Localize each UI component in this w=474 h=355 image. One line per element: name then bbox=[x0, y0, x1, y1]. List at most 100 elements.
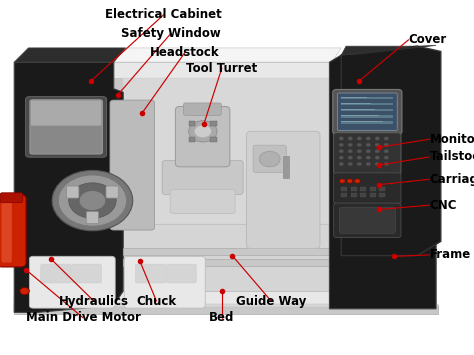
FancyBboxPatch shape bbox=[110, 100, 155, 230]
Polygon shape bbox=[341, 46, 441, 256]
FancyBboxPatch shape bbox=[1, 199, 12, 263]
Bar bbox=[341, 115, 379, 116]
Text: Frame: Frame bbox=[429, 248, 471, 261]
Circle shape bbox=[339, 179, 345, 183]
Bar bbox=[379, 187, 385, 191]
FancyBboxPatch shape bbox=[0, 193, 23, 203]
Text: Tailstock: Tailstock bbox=[429, 151, 474, 163]
Polygon shape bbox=[14, 62, 436, 312]
Text: Electrical Cabinet: Electrical Cabinet bbox=[105, 9, 222, 21]
Circle shape bbox=[375, 156, 380, 159]
FancyBboxPatch shape bbox=[334, 203, 401, 237]
FancyBboxPatch shape bbox=[106, 186, 118, 198]
Bar bbox=[370, 193, 376, 197]
Circle shape bbox=[375, 149, 380, 153]
FancyBboxPatch shape bbox=[339, 207, 395, 233]
Circle shape bbox=[339, 156, 344, 159]
Bar bbox=[379, 193, 385, 197]
Polygon shape bbox=[14, 48, 126, 62]
Text: Main Drive Motor: Main Drive Motor bbox=[26, 311, 140, 324]
Text: CNC: CNC bbox=[429, 199, 457, 212]
Bar bbox=[341, 121, 393, 124]
FancyBboxPatch shape bbox=[31, 100, 101, 126]
Bar bbox=[14, 304, 438, 307]
Circle shape bbox=[58, 175, 127, 226]
Circle shape bbox=[348, 162, 353, 166]
Bar bbox=[210, 121, 217, 126]
Bar bbox=[283, 156, 289, 178]
Bar bbox=[341, 103, 371, 104]
Circle shape bbox=[375, 137, 380, 140]
FancyBboxPatch shape bbox=[66, 186, 79, 198]
Bar bbox=[189, 121, 195, 126]
FancyBboxPatch shape bbox=[333, 89, 402, 134]
Circle shape bbox=[384, 143, 389, 147]
Circle shape bbox=[384, 162, 389, 166]
Bar bbox=[210, 137, 217, 142]
Bar bbox=[351, 193, 357, 197]
Circle shape bbox=[69, 183, 116, 218]
FancyBboxPatch shape bbox=[86, 212, 99, 224]
FancyBboxPatch shape bbox=[183, 103, 221, 115]
Circle shape bbox=[259, 151, 280, 167]
Text: Hydraulics: Hydraulics bbox=[59, 295, 129, 307]
Circle shape bbox=[366, 162, 371, 166]
Bar bbox=[123, 248, 332, 255]
Circle shape bbox=[348, 143, 353, 147]
Bar bbox=[123, 78, 332, 224]
Circle shape bbox=[366, 143, 371, 147]
Bar bbox=[123, 259, 332, 266]
Circle shape bbox=[366, 137, 371, 140]
Text: Guide Way: Guide Way bbox=[236, 295, 306, 307]
Polygon shape bbox=[341, 46, 417, 55]
Circle shape bbox=[79, 191, 106, 211]
FancyBboxPatch shape bbox=[246, 131, 320, 248]
Circle shape bbox=[339, 162, 344, 166]
Bar bbox=[370, 187, 376, 191]
Circle shape bbox=[189, 121, 217, 142]
Polygon shape bbox=[33, 78, 322, 291]
Circle shape bbox=[339, 143, 344, 147]
Text: Bed: Bed bbox=[209, 311, 235, 324]
Text: Headstock: Headstock bbox=[150, 46, 219, 59]
FancyBboxPatch shape bbox=[29, 256, 115, 308]
FancyBboxPatch shape bbox=[72, 264, 101, 283]
FancyBboxPatch shape bbox=[124, 256, 205, 308]
FancyBboxPatch shape bbox=[41, 264, 71, 283]
Circle shape bbox=[357, 137, 362, 140]
Circle shape bbox=[375, 143, 380, 147]
Circle shape bbox=[52, 170, 133, 231]
Text: Cover: Cover bbox=[409, 33, 447, 46]
Bar bbox=[189, 137, 195, 142]
Bar bbox=[360, 193, 366, 197]
FancyBboxPatch shape bbox=[166, 264, 196, 283]
Circle shape bbox=[357, 149, 362, 153]
Text: Carriage: Carriage bbox=[429, 173, 474, 186]
Polygon shape bbox=[341, 45, 436, 55]
Bar bbox=[123, 224, 332, 291]
Polygon shape bbox=[14, 62, 123, 312]
Circle shape bbox=[348, 137, 353, 140]
Bar bbox=[341, 115, 393, 118]
FancyBboxPatch shape bbox=[334, 173, 401, 204]
Bar bbox=[341, 121, 383, 122]
Bar bbox=[341, 109, 375, 110]
FancyBboxPatch shape bbox=[162, 160, 243, 195]
Circle shape bbox=[20, 288, 29, 295]
FancyBboxPatch shape bbox=[175, 106, 230, 167]
Circle shape bbox=[347, 179, 353, 183]
Text: Monitor: Monitor bbox=[429, 133, 474, 146]
Text: Chuck: Chuck bbox=[137, 295, 176, 307]
Circle shape bbox=[384, 156, 389, 159]
FancyBboxPatch shape bbox=[337, 93, 397, 131]
Text: Tool Turret: Tool Turret bbox=[186, 62, 257, 75]
Bar bbox=[341, 97, 393, 99]
Polygon shape bbox=[19, 48, 341, 62]
Bar bbox=[341, 187, 347, 191]
Bar bbox=[360, 187, 366, 191]
Polygon shape bbox=[329, 55, 436, 309]
Circle shape bbox=[348, 156, 353, 159]
FancyBboxPatch shape bbox=[253, 145, 286, 173]
Circle shape bbox=[339, 137, 344, 140]
FancyBboxPatch shape bbox=[334, 133, 401, 174]
